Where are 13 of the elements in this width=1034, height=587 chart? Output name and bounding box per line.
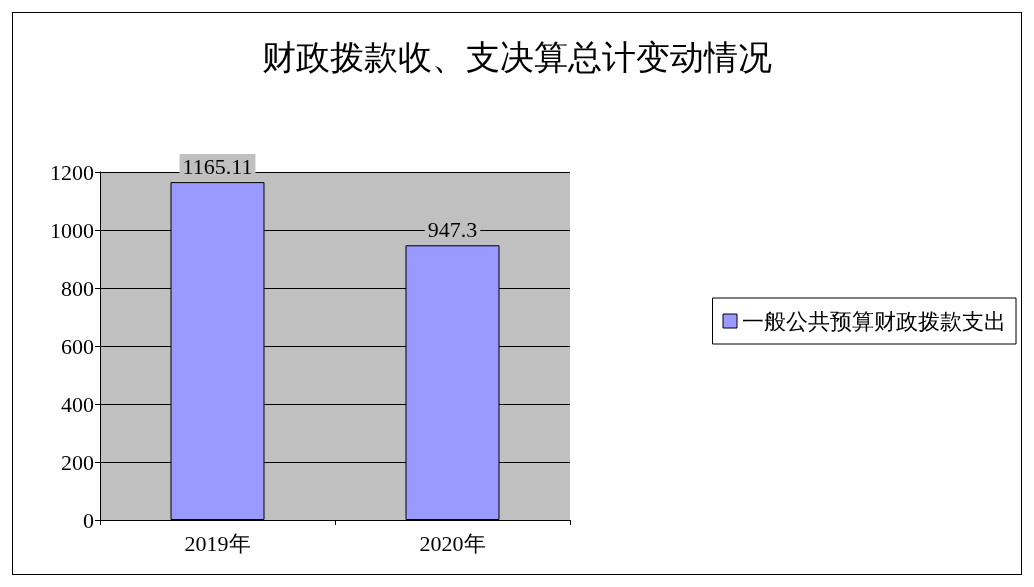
y-tick-label: 400 xyxy=(61,391,94,417)
y-tick-label: 200 xyxy=(61,449,94,475)
legend-label: 一般公共预算财政拨款支出 xyxy=(742,308,1006,334)
y-tick-label: 1000 xyxy=(50,217,94,243)
y-tick-label: 1200 xyxy=(50,159,94,185)
y-tick-label: 0 xyxy=(83,507,94,533)
data-label: 1165.11 xyxy=(182,153,253,179)
x-tick-label: 2020年 xyxy=(419,530,486,556)
y-tick-label: 600 xyxy=(61,333,94,359)
chart-title: 财政拨款收、支决算总计变动情况 xyxy=(262,38,772,76)
x-tick-label: 2019年 xyxy=(184,530,251,556)
data-label: 947.3 xyxy=(427,216,478,242)
y-tick-label: 800 xyxy=(61,275,94,301)
